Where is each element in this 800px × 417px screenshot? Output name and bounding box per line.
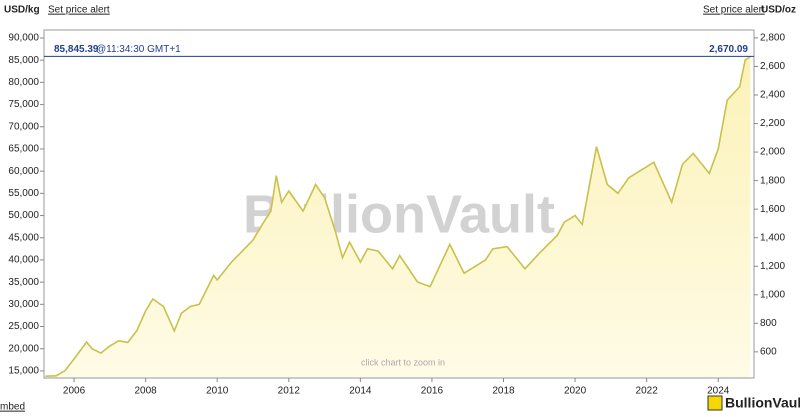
x-tick-label: 2012 <box>278 386 301 397</box>
y-tick-label: 45,000 <box>8 232 39 243</box>
y2-tick-label: 2,800 <box>760 33 785 44</box>
x-tick-label: 2018 <box>492 386 515 397</box>
y-tick-label: 55,000 <box>8 188 39 199</box>
x-tick-label: 2022 <box>636 386 659 397</box>
y-tick-label: 25,000 <box>8 321 39 332</box>
current-time: @11:34:30 GMT+1 <box>96 44 181 55</box>
current-price-label: 85,845.39 <box>54 44 99 55</box>
x-tick-label: 2016 <box>421 386 444 397</box>
alert-link[interactable]: Set price alert <box>48 5 110 16</box>
y2-tick-label: 2,400 <box>760 90 785 101</box>
right-unit: USD/oz <box>761 5 796 16</box>
y-tick-label: 75,000 <box>8 99 39 110</box>
x-tick-label: 2006 <box>63 386 86 397</box>
y2-tick-label: 2,200 <box>760 118 785 129</box>
y2-tick-label: 2,600 <box>760 61 785 72</box>
x-tick-label: 2020 <box>564 386 587 397</box>
x-tick-label: 2024 <box>707 386 730 397</box>
y2-tick-label: 1,800 <box>760 175 785 186</box>
y-tick-label: 60,000 <box>8 166 39 177</box>
y2-tick-label: 1,400 <box>760 232 785 243</box>
current-price-oz: 2,670.09 <box>709 44 748 55</box>
x-tick-label: 2014 <box>349 386 372 397</box>
zoom-hint: click chart to zoom in <box>361 357 445 367</box>
x-tick-label: 2010 <box>206 386 229 397</box>
y-tick-label: 70,000 <box>8 121 39 132</box>
left-unit: USD/kg <box>4 5 40 16</box>
embed-link[interactable]: mbed <box>0 402 25 413</box>
y2-tick-label: 1,200 <box>760 261 785 272</box>
y2-tick-label: 2,000 <box>760 147 785 158</box>
y-tick-label: 85,000 <box>8 55 39 66</box>
y2-tick-label: 800 <box>760 318 777 329</box>
y2-tick-label: 1,000 <box>760 289 785 300</box>
y-tick-label: 40,000 <box>8 255 39 266</box>
x-tick-label: 2008 <box>135 386 158 397</box>
y-tick-label: 50,000 <box>8 210 39 221</box>
plot-frame <box>43 29 755 379</box>
y-tick-label: 90,000 <box>8 33 39 44</box>
y-tick-label: 80,000 <box>8 77 39 88</box>
y-tick-label: 20,000 <box>8 343 39 354</box>
y-tick-label: 15,000 <box>8 366 39 377</box>
y2-tick-label: 600 <box>760 346 777 357</box>
alert-link[interactable]: Set price alert <box>703 5 765 16</box>
y2-tick-label: 1,600 <box>760 204 785 215</box>
logo-icon <box>707 395 723 411</box>
y-tick-label: 65,000 <box>8 144 39 155</box>
price-line <box>45 55 751 377</box>
area <box>45 56 751 379</box>
y-tick-label: 30,000 <box>8 299 39 310</box>
y-tick-label: 35,000 <box>8 277 39 288</box>
logo: BullionVault <box>725 395 800 411</box>
